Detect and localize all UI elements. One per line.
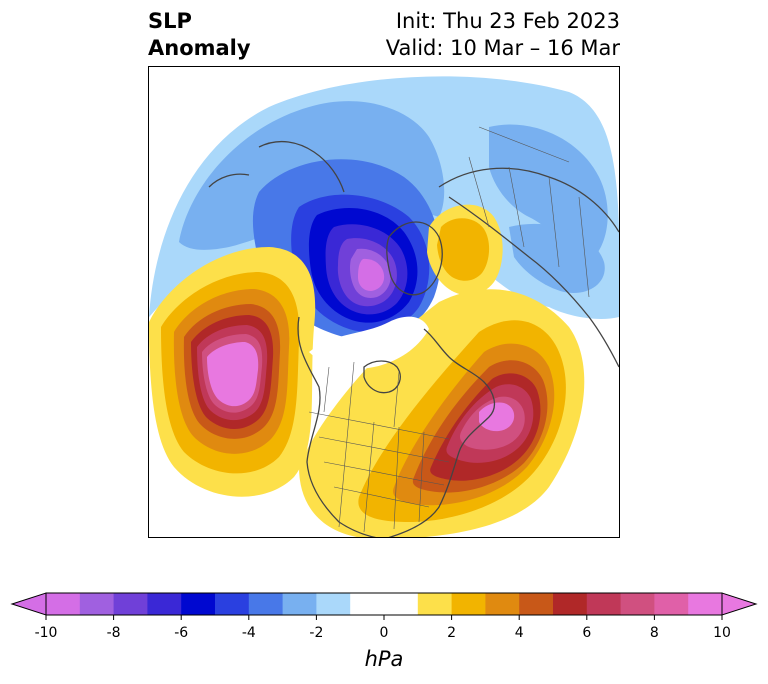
negative-anomaly-blue-siberia [509, 223, 605, 293]
colorbar-bin [316, 593, 351, 615]
colorbar-tick-label: 4 [514, 625, 524, 641]
colorbar-bin [248, 593, 284, 615]
colorbar-bin [586, 593, 622, 615]
colorbar-bin [350, 593, 385, 615]
north-america-coast [297, 316, 496, 537]
eurasia-coast [438, 167, 619, 368]
colorbar-tick-label: 6 [582, 625, 592, 641]
coastlines [208, 140, 619, 537]
hudson-bay [363, 360, 401, 394]
valid-range: Valid: 10 Mar – 16 Mar [385, 36, 620, 60]
title-variable-line1: SLP [148, 9, 192, 33]
low-core-7 [358, 258, 385, 291]
colorbar-bin [417, 593, 453, 615]
map-title-dates: Init: Thu 23 Feb 2023 Valid: 10 Mar – 16… [386, 8, 620, 62]
colorbar-bin [113, 593, 148, 615]
map-panel [148, 66, 620, 538]
title-variable-line2: Anomaly [148, 36, 251, 60]
colorbar-bin [451, 593, 486, 615]
colorbar-units: hPa [364, 647, 404, 671]
colorbar-bin [181, 593, 216, 615]
colorbar-bin [654, 593, 689, 615]
colorbar-bin [384, 593, 419, 615]
negative-anomaly-blue-east [489, 124, 608, 262]
anomaly-fields [149, 76, 619, 537]
neutral-gap [309, 316, 429, 369]
eurasia-borders [468, 126, 590, 298]
colorbar [10, 592, 758, 620]
colorbar-bin [620, 593, 655, 615]
colorbar-bin [553, 593, 588, 615]
canada-provinces [323, 361, 400, 428]
colorbar-extend-max [721, 592, 758, 616]
colorbar-bin [282, 593, 317, 615]
colorbar-bin [147, 593, 182, 615]
init-date: Init: Thu 23 Feb 2023 [395, 9, 620, 33]
asia-coast [208, 140, 345, 193]
colorbar-tick-label: -10 [34, 625, 58, 641]
colorbar-tick-label: -4 [241, 625, 256, 641]
colorbar-bin [215, 593, 250, 615]
atlantic-high-8 [479, 402, 515, 432]
colorbar-bin [46, 593, 81, 615]
colorbar-tick-label: -6 [174, 625, 189, 641]
colorbar-bin [519, 593, 554, 615]
siberia-high-2 [437, 218, 490, 281]
colorbar-tick-label: 8 [649, 625, 659, 641]
borders [308, 126, 590, 533]
colorbar-tick-label: 2 [447, 625, 457, 641]
us-canada-border [308, 411, 450, 440]
us-state-lines [318, 416, 450, 533]
colorbar-tick-label: -8 [106, 625, 121, 641]
colorbar-tick-label: -2 [309, 625, 324, 641]
colorbar-bin [688, 593, 723, 615]
pacific-high-8 [207, 342, 259, 407]
colorbar-extend-min [10, 592, 47, 616]
colorbar-tick-label: 0 [379, 625, 389, 641]
colorbar-tick-label: 10 [713, 625, 731, 641]
greenland [386, 221, 443, 296]
colorbar-bin [485, 593, 520, 615]
map-title-variable: SLP Anomaly [148, 8, 251, 62]
colorbar-bin [79, 593, 115, 615]
anomaly-map [149, 76, 619, 537]
